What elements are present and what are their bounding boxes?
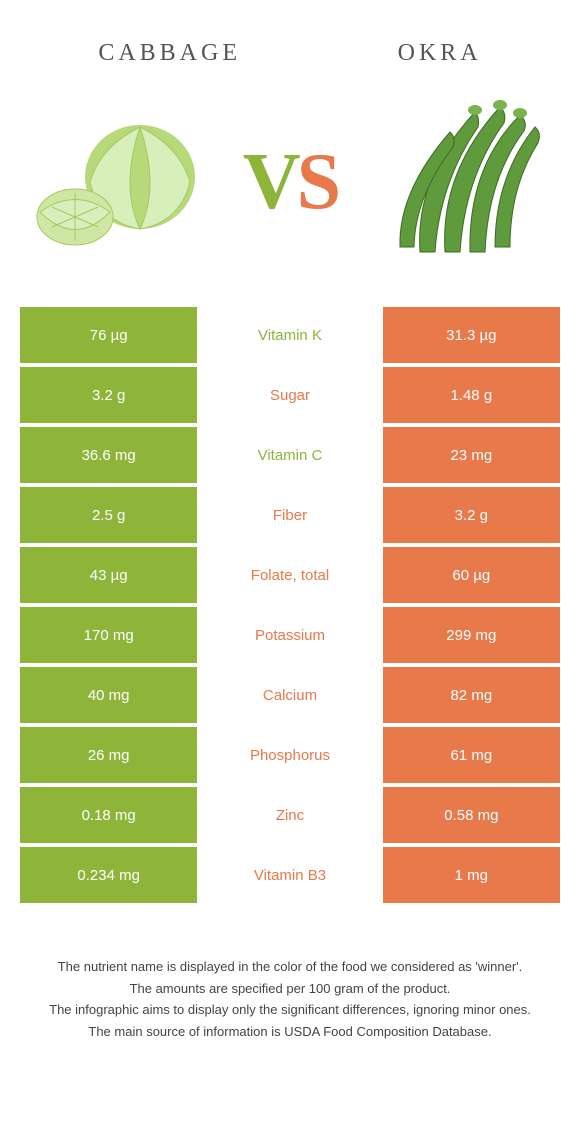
table-row: 0.18 mgZinc0.58 mg <box>20 787 560 843</box>
right-value: 1 mg <box>383 847 560 903</box>
vs-v: V <box>243 138 297 226</box>
hero-row: VS <box>0 77 580 307</box>
table-row: 40 mgCalcium82 mg <box>20 667 560 723</box>
table-row: 170 mgPotassium299 mg <box>20 607 560 663</box>
left-value: 26 mg <box>20 727 197 783</box>
nutrient-label: Potassium <box>201 607 378 663</box>
left-food-title: Cabbage <box>98 40 241 67</box>
left-value: 3.2 g <box>20 367 197 423</box>
nutrient-label: Vitamin K <box>201 307 378 363</box>
comparison-table: 76 µgVitamin K31.3 µg3.2 gSugar1.48 g36.… <box>20 307 560 903</box>
left-value: 36.6 mg <box>20 427 197 483</box>
nutrient-label: Calcium <box>201 667 378 723</box>
right-value: 23 mg <box>383 427 560 483</box>
table-row: 3.2 gSugar1.48 g <box>20 367 560 423</box>
table-row: 0.234 mgVitamin B31 mg <box>20 847 560 903</box>
table-row: 26 mgPhosphorus61 mg <box>20 727 560 783</box>
right-value: 60 µg <box>383 547 560 603</box>
left-value: 76 µg <box>20 307 197 363</box>
left-value: 170 mg <box>20 607 197 663</box>
right-value: 82 mg <box>383 667 560 723</box>
footnote-line: The amounts are specified per 100 gram o… <box>30 979 550 999</box>
table-row: 43 µgFolate, total60 µg <box>20 547 560 603</box>
right-value: 61 mg <box>383 727 560 783</box>
cabbage-image <box>30 97 200 267</box>
table-row: 36.6 mgVitamin C23 mg <box>20 427 560 483</box>
okra-icon <box>380 97 550 267</box>
table-row: 76 µgVitamin K31.3 µg <box>20 307 560 363</box>
right-value: 299 mg <box>383 607 560 663</box>
nutrient-label: Vitamin C <box>201 427 378 483</box>
left-value: 0.18 mg <box>20 787 197 843</box>
nutrient-label: Sugar <box>201 367 378 423</box>
nutrient-label: Zinc <box>201 787 378 843</box>
vs-label: VS <box>243 137 337 228</box>
footnote-line: The infographic aims to display only the… <box>30 1000 550 1020</box>
right-value: 0.58 mg <box>383 787 560 843</box>
table-row: 2.5 gFiber3.2 g <box>20 487 560 543</box>
nutrient-label: Folate, total <box>201 547 378 603</box>
okra-image <box>380 97 550 267</box>
left-value: 40 mg <box>20 667 197 723</box>
header: Cabbage Okra <box>0 0 580 77</box>
nutrient-label: Vitamin B3 <box>201 847 378 903</box>
right-value: 3.2 g <box>383 487 560 543</box>
right-food-title: Okra <box>398 40 482 67</box>
left-value: 43 µg <box>20 547 197 603</box>
nutrient-label: Fiber <box>201 487 378 543</box>
right-value: 31.3 µg <box>383 307 560 363</box>
left-value: 2.5 g <box>20 487 197 543</box>
nutrient-label: Phosphorus <box>201 727 378 783</box>
cabbage-icon <box>30 107 200 257</box>
left-value: 0.234 mg <box>20 847 197 903</box>
vs-s: S <box>297 138 338 226</box>
footnotes: The nutrient name is displayed in the co… <box>0 907 580 1073</box>
footnote-line: The nutrient name is displayed in the co… <box>30 957 550 977</box>
right-value: 1.48 g <box>383 367 560 423</box>
footnote-line: The main source of information is USDA F… <box>30 1022 550 1042</box>
